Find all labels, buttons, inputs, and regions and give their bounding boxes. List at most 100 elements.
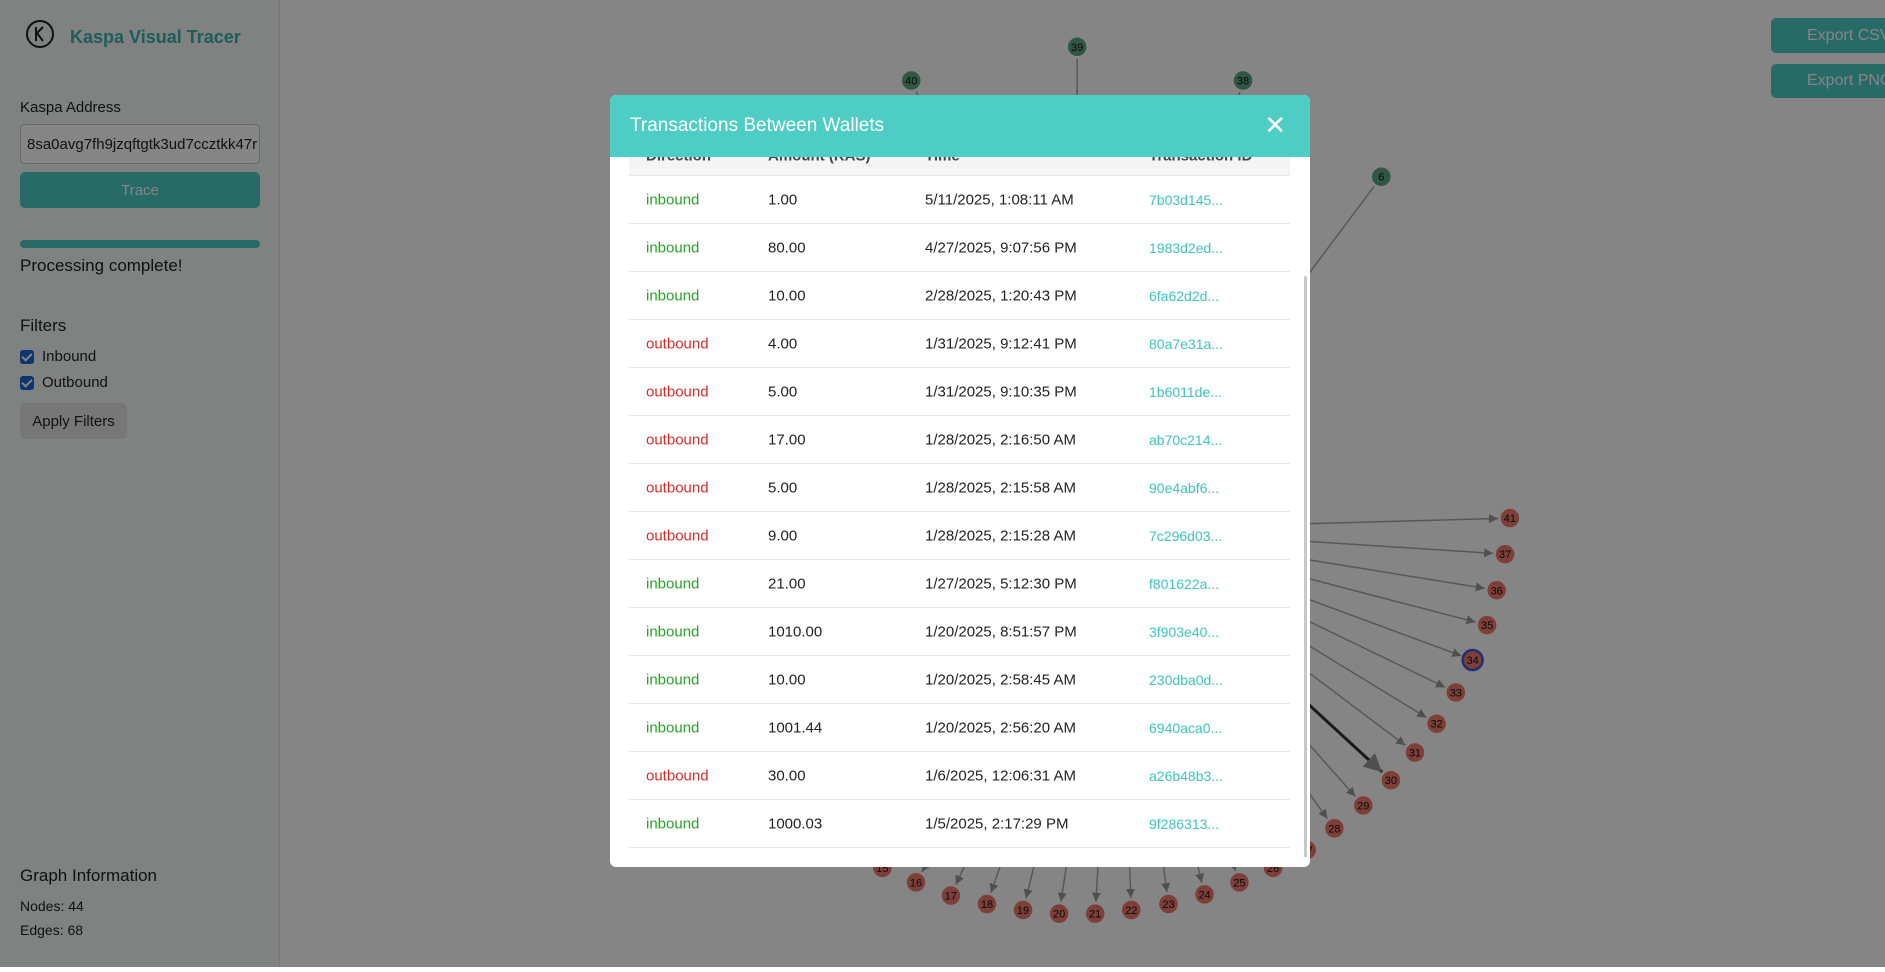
close-button[interactable]: ✕ xyxy=(1264,110,1286,140)
tx-id-cell[interactable]: 1b6011de... xyxy=(1149,383,1222,400)
direction-cell: inbound xyxy=(646,815,700,832)
edges-count: Edges: 68 xyxy=(20,922,84,938)
table-row: inbound 1000.03 1/5/2025, 2:17:29 PM 9f2863… xyxy=(629,800,1290,848)
node[interactable] xyxy=(1120,899,1142,921)
inbound-filter[interactable]: Inbound xyxy=(20,348,96,365)
amount-cell: 80.00 xyxy=(768,239,806,256)
node[interactable] xyxy=(1012,899,1034,921)
checkbox[interactable] xyxy=(20,375,34,390)
table-row: outbound 30.00 1/6/2025, 12:06:31 AM a26b48… xyxy=(629,752,1290,800)
amount-cell: 30.00 xyxy=(768,767,806,784)
node[interactable] xyxy=(1476,614,1498,636)
tx-id-cell[interactable]: 90e4abf6... xyxy=(1149,479,1220,496)
node-label: 31 xyxy=(1409,748,1421,760)
node-label: 30 xyxy=(1385,775,1397,787)
tx-id-cell[interactable]: 9f286313... xyxy=(1149,815,1220,832)
node-label: 25 xyxy=(1233,877,1245,889)
logo xyxy=(26,20,54,48)
node[interactable] xyxy=(1232,69,1254,92)
tx-id-cell[interactable]: 1983d2ed... xyxy=(1149,239,1223,256)
amount-cell: 9.00 xyxy=(768,527,798,544)
tx-id-cell[interactable]: f801622a... xyxy=(1149,575,1220,592)
direction-cell: inbound xyxy=(646,575,700,592)
time-cell: 1/28/2025, 2:15:28 AM xyxy=(925,527,1076,544)
tx-id-cell[interactable]: 3f903e40... xyxy=(1149,623,1220,640)
node[interactable] xyxy=(1228,871,1251,894)
node[interactable] xyxy=(905,871,927,894)
tx-id-cell[interactable]: a26b48b3... xyxy=(1149,767,1223,784)
direction-cell: outbound xyxy=(646,335,709,352)
node[interactable] xyxy=(1352,794,1375,817)
status-text: Processing complete! xyxy=(20,256,183,275)
export-png-button[interactable]: Export PNG xyxy=(1771,64,1885,98)
app-title: Kaspa Visual Tracer xyxy=(70,27,241,47)
node[interactable] xyxy=(1485,579,1508,602)
amount-cell: 21.00 xyxy=(768,575,806,592)
node[interactable] xyxy=(1048,902,1070,925)
address-input[interactable]: 8sa0avg7fh9jzqftgtk3ud7ccztkk47r xyxy=(20,124,260,164)
node[interactable] xyxy=(1370,165,1393,188)
node[interactable] xyxy=(1380,769,1402,791)
node-label: 41 xyxy=(1504,513,1516,525)
amount-cell: 5.00 xyxy=(768,479,798,496)
progress-bar xyxy=(20,240,260,248)
node-label: 33 xyxy=(1450,687,1462,699)
node-label: 19 xyxy=(1017,905,1029,917)
tx-id-cell[interactable]: 80a7e31a... xyxy=(1149,335,1223,352)
node-label: 29 xyxy=(1357,800,1369,812)
tx-id-cell[interactable]: 7b03d145... xyxy=(1149,191,1223,208)
table-row: inbound 21.00 1/27/2025, 5:12:30 PM f801622… xyxy=(629,560,1290,608)
amount-cell: 17.00 xyxy=(768,431,806,448)
time-cell: 5/11/2025, 1:08:11 AM xyxy=(925,191,1074,208)
outbound-filter[interactable]: Outbound xyxy=(20,374,108,391)
tx-id-cell[interactable]: 6940aca0... xyxy=(1149,719,1223,736)
amount-cell: 4.00 xyxy=(768,335,798,352)
tx-id-cell[interactable]: ab70c214... xyxy=(1149,431,1223,448)
trace-button[interactable]: Trace xyxy=(20,172,260,208)
scrollbar[interactable] xyxy=(1304,276,1307,857)
node[interactable] xyxy=(1157,893,1180,915)
node-label: 36 xyxy=(1491,585,1503,597)
node[interactable] xyxy=(940,884,962,907)
tx-id-cell[interactable]: 230dba0d... xyxy=(1149,671,1223,688)
tx-id-cell[interactable]: 6fa62d2d... xyxy=(1149,287,1220,304)
node[interactable] xyxy=(976,893,998,915)
node[interactable] xyxy=(1193,883,1216,906)
table-row: outbound 4.00 1/31/2025, 9:12:41 PM 80a7e31… xyxy=(629,320,1290,368)
time-cell: 1/20/2025, 2:56:20 AM xyxy=(925,719,1076,736)
modal-body: Direction Amount (KAS) Time Transaction ID i… xyxy=(610,157,1310,857)
modal: Transactions Between Wallets ✕ Direction… xyxy=(610,95,1310,867)
table-row: outbound 17.00 1/28/2025, 2:16:50 AM ab70c2… xyxy=(629,416,1290,464)
checkbox[interactable] xyxy=(20,349,34,364)
direction-cell: outbound xyxy=(646,383,709,400)
time-cell: 4/27/2025, 9:07:56 PM xyxy=(925,239,1077,256)
table-row: inbound 10.00 2/28/2025, 1:20:43 PM 6fa62d2… xyxy=(629,272,1290,320)
node[interactable] xyxy=(1445,681,1467,704)
node-label: 18 xyxy=(981,899,993,911)
node-label: 22 xyxy=(1125,905,1137,917)
node[interactable] xyxy=(1499,507,1521,529)
amount-cell: 10.00 xyxy=(768,671,806,688)
direction-cell: inbound xyxy=(646,671,700,688)
node[interactable] xyxy=(900,69,922,92)
direction-cell: outbound xyxy=(646,431,709,448)
direction-cell: outbound xyxy=(646,767,709,784)
nodes-count: Nodes: 44 xyxy=(20,898,84,914)
node[interactable] xyxy=(1425,712,1448,735)
node[interactable] xyxy=(1066,36,1088,58)
node-label: 16 xyxy=(910,877,922,889)
apply-filters-button[interactable]: Apply Filters xyxy=(20,403,127,439)
time-cell: 1/20/2025, 8:51:57 PM xyxy=(925,623,1077,640)
modal-header: Transactions Between Wallets ✕ xyxy=(610,95,1310,157)
amount-cell: 5.00 xyxy=(768,383,798,400)
direction-cell: inbound xyxy=(646,191,700,208)
node[interactable] xyxy=(1404,741,1426,764)
node[interactable] xyxy=(1494,543,1516,565)
tx-id-cell[interactable]: 7c296d03... xyxy=(1149,527,1223,544)
node[interactable] xyxy=(1461,648,1484,672)
node[interactable] xyxy=(1084,902,1106,925)
amount-cell: 10.00 xyxy=(768,287,806,304)
node[interactable] xyxy=(1323,817,1346,840)
export-csv-button[interactable]: Export CSV xyxy=(1771,18,1885,53)
amount-cell: 1000.03 xyxy=(768,815,823,832)
